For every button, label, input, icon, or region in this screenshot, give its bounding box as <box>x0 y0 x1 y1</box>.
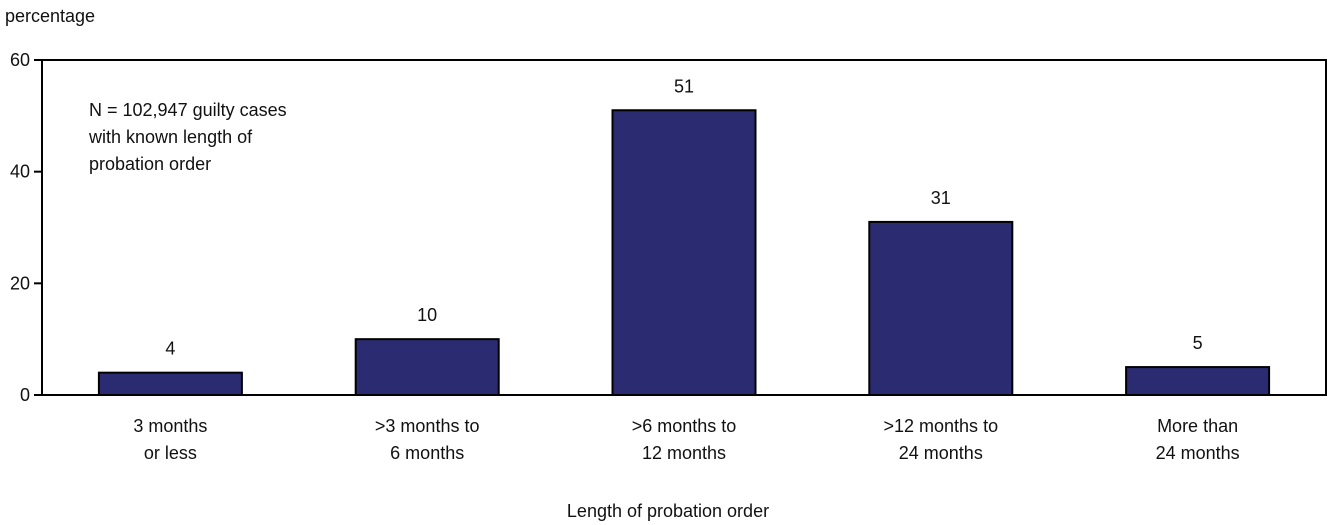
x-category-label: 24 months <box>899 443 983 463</box>
annotation-line: with known length of <box>88 127 253 147</box>
data-label: 51 <box>674 76 694 96</box>
y-axis-ticks: 0 20 40 60 <box>10 50 42 405</box>
data-label: 5 <box>1193 333 1203 353</box>
data-labels: 4 10 51 31 5 <box>165 76 1202 358</box>
data-label: 10 <box>417 305 437 325</box>
y-tick-label: 0 <box>20 385 30 405</box>
x-category-label: >6 months to <box>632 416 737 436</box>
bar <box>97 371 243 396</box>
x-category-label: >3 months to <box>375 416 480 436</box>
annotation: N = 102,947 guilty cases with known lengt… <box>88 100 287 174</box>
bar <box>868 220 1014 396</box>
annotation-line: probation order <box>89 154 211 174</box>
y-tick-label: 60 <box>10 50 30 70</box>
x-axis-category-labels: 3 months or less >3 months to 6 months >6 mo… <box>133 416 1239 463</box>
x-category-label: More than <box>1157 416 1238 436</box>
data-label: 31 <box>931 188 951 208</box>
bar <box>354 338 500 396</box>
y-tick-label: 20 <box>10 273 30 293</box>
y-axis-title: percentage <box>5 6 95 26</box>
data-label: 4 <box>165 339 175 359</box>
bars <box>97 109 1271 397</box>
x-category-label: 3 months <box>133 416 207 436</box>
x-category-label: 12 months <box>642 443 726 463</box>
x-category-label: 6 months <box>390 443 464 463</box>
x-category-label: or less <box>144 443 197 463</box>
x-axis-title: Length of probation order <box>567 501 769 521</box>
x-category-label: 24 months <box>1156 443 1240 463</box>
x-category-label: >12 months to <box>884 416 999 436</box>
annotation-line: N = 102,947 guilty cases <box>89 100 287 120</box>
y-tick-label: 40 <box>10 162 30 182</box>
bar <box>611 109 757 396</box>
bar <box>1125 366 1271 397</box>
